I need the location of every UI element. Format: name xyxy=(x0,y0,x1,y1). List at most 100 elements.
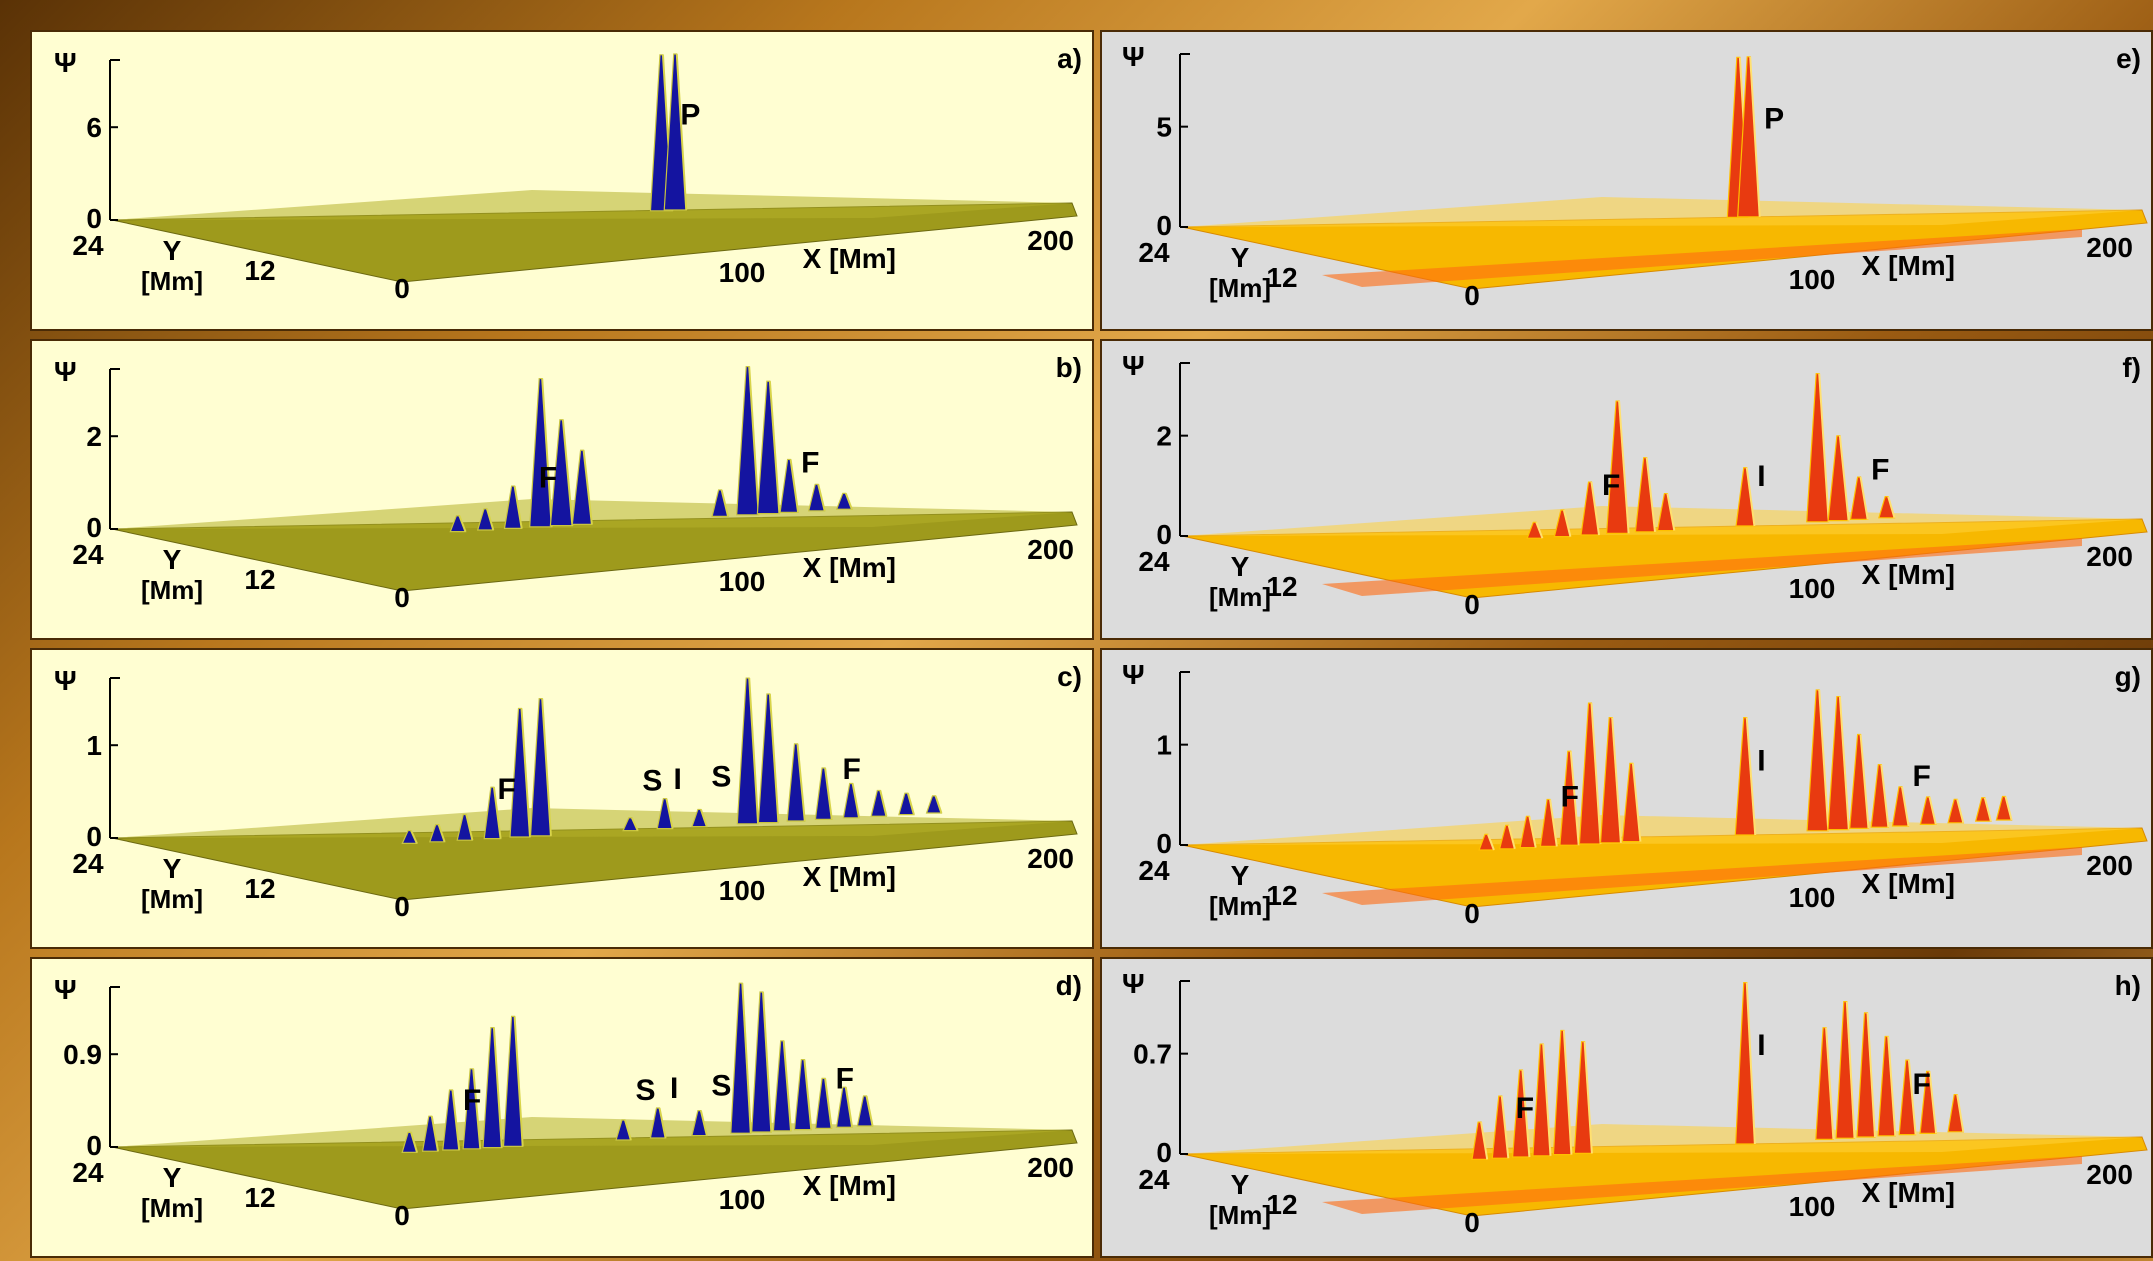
peak-edge-13 xyxy=(824,1078,833,1129)
peak-7 xyxy=(1806,372,1830,523)
z-axis-label: Ψ xyxy=(1122,41,1145,72)
peak-edge-1 xyxy=(1500,1096,1510,1159)
peak-3 xyxy=(529,377,553,528)
peak-10 xyxy=(757,693,780,824)
peaks xyxy=(1478,689,2013,851)
x-tick-100: 100 xyxy=(1789,573,1836,604)
peak-8 xyxy=(756,380,781,515)
annotation-f-2: F xyxy=(1871,453,1889,486)
x-axis-label: X [Mm] xyxy=(803,552,896,583)
y-tick-24: 24 xyxy=(72,848,104,879)
y-axis-unit: [Mm] xyxy=(1209,1200,1271,1230)
x-tick-0: 0 xyxy=(1464,589,1480,620)
x-tick-200: 200 xyxy=(2086,1159,2133,1190)
y-axis-label: Y xyxy=(1231,551,1250,582)
annotation-f-0: F xyxy=(498,773,516,806)
plot-canvas: Ψ 0 5 24 12 Y[Mm] 0 100 200 X [Mm] e) P xyxy=(1122,41,2148,311)
peak-edge-9 xyxy=(741,983,752,1134)
annotation-s-1: S xyxy=(636,1074,656,1107)
peak-3 xyxy=(1605,400,1630,534)
z-tick-1: 0.7 xyxy=(1133,1039,1172,1070)
peak-edge-11 xyxy=(844,492,853,510)
x-tick-200: 200 xyxy=(2086,232,2133,263)
peak-8 xyxy=(691,1110,708,1137)
z-tick-1: 0.9 xyxy=(63,1039,102,1070)
x-axis-label: X [Mm] xyxy=(1862,868,1955,899)
panel-label: b) xyxy=(1056,352,1082,383)
y-axis-unit: [Mm] xyxy=(141,575,203,605)
z-axis-label: Ψ xyxy=(54,974,77,1005)
peak-edge-6 xyxy=(630,817,639,832)
annotation-f-2: F xyxy=(1913,760,1931,793)
peak-4 xyxy=(1634,457,1656,533)
peak-8 xyxy=(1827,435,1850,522)
peak-edge-6 xyxy=(624,1119,632,1141)
z-tick-0: 0 xyxy=(1156,519,1172,550)
peak-7 xyxy=(656,798,674,830)
peak-edge-7 xyxy=(1631,763,1642,842)
peak-edge-13 xyxy=(1901,786,1910,827)
annotation-i-2: I xyxy=(670,1072,678,1105)
x-tick-200: 200 xyxy=(1027,225,1074,256)
peak-14 xyxy=(1919,796,1937,825)
peak-edge-3 xyxy=(1618,400,1630,534)
x-tick-100: 100 xyxy=(719,875,766,906)
peak-edge-3 xyxy=(541,378,553,527)
peak-11 xyxy=(786,743,806,822)
panel-label: c) xyxy=(1057,661,1082,692)
z-tick-0: 0 xyxy=(86,821,102,852)
peak-edge-9 xyxy=(1859,476,1869,520)
peak-edge-7 xyxy=(1818,373,1830,522)
panel-label: e) xyxy=(2116,43,2141,74)
y-tick-24: 24 xyxy=(1138,546,1170,577)
plot-canvas: Ψ 0 1 24 12 Y[Mm] 0 100 200 X [Mm] g) F I F xyxy=(1122,659,2148,929)
peak-edge-1 xyxy=(486,508,495,531)
peak-edge-5 xyxy=(582,450,593,525)
peak-edge-3 xyxy=(1549,799,1558,847)
peak-4 xyxy=(482,1026,503,1149)
peak-edge-2 xyxy=(451,1089,461,1151)
annotation-i-1: I xyxy=(1757,1029,1765,1062)
peak-13 xyxy=(1947,1093,1965,1133)
surface-highlight xyxy=(112,190,1072,220)
annotation-i-1: I xyxy=(1757,460,1765,493)
y-axis-label: Y xyxy=(1231,242,1250,273)
peak-edge-14 xyxy=(879,790,888,817)
peak-edge-10 xyxy=(1887,1036,1897,1136)
peak-11 xyxy=(1849,733,1870,829)
peak-0 xyxy=(401,829,418,844)
x-tick-200: 200 xyxy=(1027,534,1074,565)
z-tick-1: 2 xyxy=(1156,421,1172,452)
peak-edge-3 xyxy=(492,787,502,839)
peaks xyxy=(1471,982,1965,1160)
peaks xyxy=(649,53,688,212)
peak-2 xyxy=(1511,1069,1531,1158)
peaks xyxy=(401,982,874,1153)
surface-plot-d: Ψ 0 0.9 24 12 Y [Mm] 0 100 200 X [Mm] d) F S I S F xyxy=(30,957,1094,1258)
peak-5 xyxy=(1578,702,1602,845)
peak-edge-5 xyxy=(1590,703,1602,845)
peak-edge-11 xyxy=(782,1040,792,1131)
x-tick-200: 200 xyxy=(1027,1152,1074,1183)
plot-canvas: Ψ 0 0.7 24 12 Y[Mm] 0 100 200 X [Mm] h) F I F xyxy=(1122,968,2148,1238)
peaks xyxy=(1526,372,1896,539)
x-tick-100: 100 xyxy=(1789,264,1836,295)
peak-11 xyxy=(835,492,853,510)
y-axis-unit: [Mm] xyxy=(141,1193,203,1223)
x-axis-label: X [Mm] xyxy=(1862,250,1955,281)
peak-edge-4 xyxy=(492,1027,503,1148)
peak-edge-4 xyxy=(1645,457,1656,532)
y-tick-24: 24 xyxy=(1138,1164,1170,1195)
plot-canvas: Ψ 0 2 24 12 Y[Mm] 0 100 200 X [Mm] f) F I F xyxy=(1122,350,2148,620)
annotation-f-0: F xyxy=(1602,469,1620,502)
peak-edge-15 xyxy=(865,1095,874,1127)
peak-edge-0 xyxy=(1480,1121,1489,1160)
peak-edge-9 xyxy=(1818,689,1830,831)
peak-12 xyxy=(793,1058,812,1131)
peak-edge-5 xyxy=(1666,493,1676,531)
x-tick-200: 200 xyxy=(1027,843,1074,874)
peak-edge-1 xyxy=(1507,825,1516,850)
x-tick-0: 0 xyxy=(394,891,410,922)
annotation-p-0: P xyxy=(1764,103,1784,136)
y-tick-12: 12 xyxy=(1266,1189,1297,1220)
